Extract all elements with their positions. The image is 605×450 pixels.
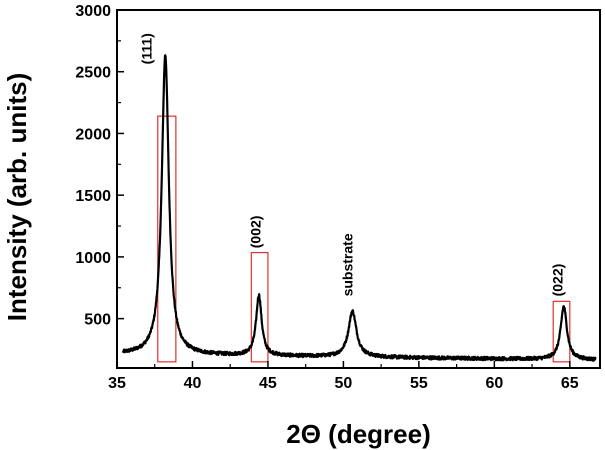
highlight-box xyxy=(552,300,571,363)
x-axis-title: 2Θ (degree) xyxy=(286,419,431,449)
peak-annotations: (111) (002) substrate (022) xyxy=(139,33,566,296)
peak-label: (002) xyxy=(247,216,263,249)
y-tick-label: 1000 xyxy=(75,250,111,267)
series-line xyxy=(121,54,597,362)
y-tick-label: 3000 xyxy=(75,3,111,20)
x-tick-label: 40 xyxy=(184,375,202,392)
x-tick-label: 60 xyxy=(485,375,503,392)
y-tick-label: 1500 xyxy=(75,188,111,205)
y-tick-label: 500 xyxy=(84,312,111,329)
plot-frame xyxy=(116,9,601,369)
x-tick-label: 45 xyxy=(259,375,277,392)
x-tick-label: 55 xyxy=(410,375,428,392)
highlight-box xyxy=(250,251,269,363)
y-axis: 500 1000 1500 2000 2500 3000 xyxy=(75,3,124,329)
highlight-boxes xyxy=(157,115,571,363)
peak-label: (022) xyxy=(549,264,565,297)
y-axis-title: Intensity (arb. units) xyxy=(2,73,32,321)
x-tick-label: 35 xyxy=(108,375,126,392)
x-tick-label: 65 xyxy=(561,375,579,392)
y-tick-label: 2000 xyxy=(75,126,111,143)
peak-label: substrate xyxy=(339,233,355,296)
x-tick-label: 50 xyxy=(335,375,353,392)
y-tick-label: 2500 xyxy=(75,65,111,82)
peak-label: (111) xyxy=(139,33,155,64)
x-axis: 35 40 45 50 55 60 65 xyxy=(108,361,579,392)
